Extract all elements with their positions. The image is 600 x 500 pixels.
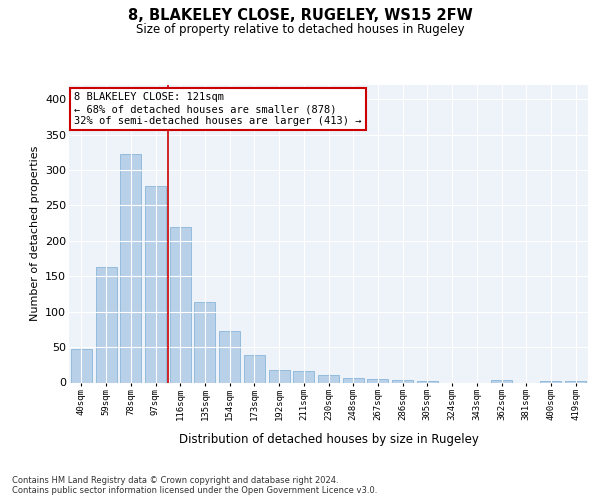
Bar (318, 376, 339, 382)
Text: Distribution of detached houses by size in Rugeley: Distribution of detached houses by size … (179, 432, 479, 446)
Bar (293, 371, 314, 382)
Bar (145, 186, 166, 382)
Text: Size of property relative to detached houses in Rugeley: Size of property relative to detached ho… (136, 22, 464, 36)
Bar (269, 370, 290, 382)
Bar (392, 380, 413, 382)
Bar (565, 381, 586, 382)
Text: 8, BLAKELEY CLOSE, RUGELEY, WS15 2FW: 8, BLAKELEY CLOSE, RUGELEY, WS15 2FW (128, 8, 472, 22)
Bar (219, 331, 240, 382)
Bar (541, 381, 562, 382)
Bar (170, 228, 191, 382)
Bar (343, 378, 364, 382)
Bar (417, 381, 438, 382)
Y-axis label: Number of detached properties: Number of detached properties (29, 146, 40, 322)
Bar (120, 154, 141, 382)
Bar (491, 380, 512, 382)
Bar (95, 267, 116, 382)
Bar (367, 379, 388, 382)
Bar (244, 355, 265, 382)
Bar (194, 302, 215, 382)
Text: Contains HM Land Registry data © Crown copyright and database right 2024.
Contai: Contains HM Land Registry data © Crown c… (12, 476, 377, 495)
Bar (71, 349, 92, 382)
Text: 8 BLAKELEY CLOSE: 121sqm
← 68% of detached houses are smaller (878)
32% of semi-: 8 BLAKELEY CLOSE: 121sqm ← 68% of detach… (74, 92, 362, 126)
